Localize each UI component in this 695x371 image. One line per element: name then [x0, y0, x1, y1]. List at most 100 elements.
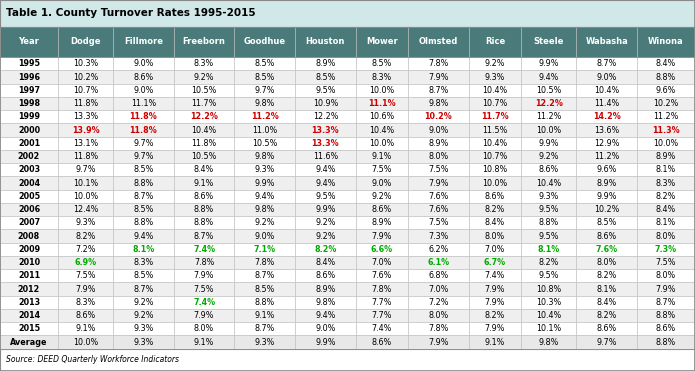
Bar — [234, 190, 295, 203]
Bar — [521, 229, 576, 243]
Bar — [174, 282, 234, 296]
Bar — [521, 216, 576, 229]
Text: 2010: 2010 — [18, 258, 40, 267]
Text: 9.5%: 9.5% — [539, 205, 559, 214]
Text: Steele: Steele — [534, 37, 564, 46]
Bar — [174, 296, 234, 309]
Text: 1995: 1995 — [18, 59, 40, 68]
Text: 9.9%: 9.9% — [316, 338, 336, 347]
Bar — [408, 296, 469, 309]
Bar — [521, 97, 576, 110]
Bar — [408, 83, 469, 97]
Bar — [408, 97, 469, 110]
Bar — [234, 216, 295, 229]
Bar — [0, 349, 695, 371]
Bar — [0, 110, 58, 124]
Text: 8.6%: 8.6% — [485, 192, 505, 201]
Bar — [356, 296, 408, 309]
Text: 8.8%: 8.8% — [656, 311, 676, 320]
Text: 9.0%: 9.0% — [596, 72, 617, 82]
Text: Freeborn: Freeborn — [183, 37, 225, 46]
Text: Goodhue: Goodhue — [244, 37, 286, 46]
Text: 7.9%: 7.9% — [656, 285, 676, 293]
Bar — [0, 309, 58, 322]
Bar — [174, 203, 234, 216]
Text: 9.5%: 9.5% — [539, 232, 559, 240]
Bar — [576, 97, 637, 110]
Bar — [58, 322, 113, 335]
Bar — [356, 282, 408, 296]
Text: 8.8%: 8.8% — [656, 338, 676, 347]
Text: Year: Year — [19, 37, 40, 46]
Text: 9.5%: 9.5% — [316, 192, 336, 201]
Bar — [576, 229, 637, 243]
Text: 7.8%: 7.8% — [254, 258, 275, 267]
Text: 2009: 2009 — [18, 245, 40, 254]
Text: 13.1%: 13.1% — [73, 139, 98, 148]
Text: 8.5%: 8.5% — [133, 165, 154, 174]
Bar — [469, 256, 521, 269]
Bar — [637, 256, 695, 269]
Text: 9.1%: 9.1% — [485, 338, 505, 347]
Bar — [295, 177, 356, 190]
Text: 8.1%: 8.1% — [656, 165, 676, 174]
Text: 10.0%: 10.0% — [369, 139, 395, 148]
Text: 10.3%: 10.3% — [537, 298, 562, 307]
Bar — [469, 322, 521, 335]
Bar — [58, 137, 113, 150]
Bar — [408, 190, 469, 203]
Bar — [637, 83, 695, 97]
Bar — [408, 124, 469, 137]
Bar — [0, 282, 58, 296]
Text: 11.7%: 11.7% — [481, 112, 509, 121]
Text: 7.4%: 7.4% — [485, 271, 505, 280]
Text: 8.8%: 8.8% — [133, 178, 154, 188]
Bar — [408, 57, 469, 70]
Bar — [576, 137, 637, 150]
Text: 7.0%: 7.0% — [428, 285, 449, 293]
Text: 7.4%: 7.4% — [372, 324, 392, 334]
Text: 7.5%: 7.5% — [428, 218, 449, 227]
Bar — [58, 163, 113, 177]
Bar — [469, 137, 521, 150]
Text: 8.9%: 8.9% — [372, 218, 392, 227]
Text: 1999: 1999 — [18, 112, 40, 121]
Text: 10.3%: 10.3% — [73, 59, 98, 68]
Bar — [174, 110, 234, 124]
Text: 9.4%: 9.4% — [539, 72, 559, 82]
Text: 14.2%: 14.2% — [593, 112, 621, 121]
Bar — [58, 57, 113, 70]
Bar — [295, 137, 356, 150]
Text: 10.0%: 10.0% — [537, 125, 562, 135]
Bar — [295, 97, 356, 110]
Bar — [521, 137, 576, 150]
Text: 9.8%: 9.8% — [254, 99, 275, 108]
Bar — [637, 335, 695, 349]
Text: 10.5%: 10.5% — [536, 86, 562, 95]
Text: 2012: 2012 — [18, 285, 40, 293]
Text: 10.4%: 10.4% — [191, 125, 217, 135]
Text: 8.3%: 8.3% — [656, 178, 676, 188]
Text: 7.0%: 7.0% — [485, 245, 505, 254]
Text: 9.4%: 9.4% — [133, 232, 154, 240]
Bar — [637, 190, 695, 203]
Bar — [521, 190, 576, 203]
Bar — [469, 190, 521, 203]
Text: 8.4%: 8.4% — [656, 205, 676, 214]
Text: 9.8%: 9.8% — [254, 205, 275, 214]
Text: 9.9%: 9.9% — [254, 178, 275, 188]
Bar — [408, 282, 469, 296]
Text: 9.2%: 9.2% — [194, 72, 214, 82]
Bar — [356, 269, 408, 282]
Bar — [58, 124, 113, 137]
Text: 8.0%: 8.0% — [596, 258, 617, 267]
Bar — [113, 27, 174, 57]
Bar — [113, 282, 174, 296]
Text: 1997: 1997 — [18, 86, 40, 95]
Bar — [637, 124, 695, 137]
Text: 2013: 2013 — [18, 298, 40, 307]
Bar — [521, 124, 576, 137]
Text: 8.3%: 8.3% — [75, 298, 96, 307]
Bar — [356, 256, 408, 269]
Text: 9.9%: 9.9% — [539, 139, 559, 148]
